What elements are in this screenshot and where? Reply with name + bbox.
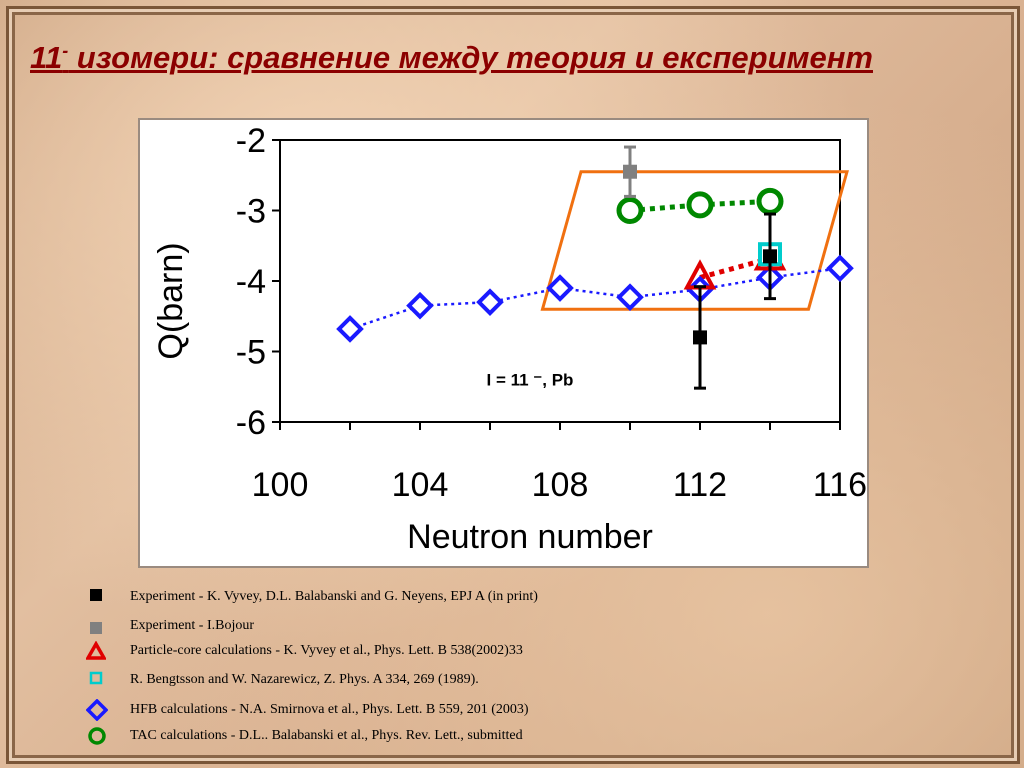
legend-label: Experiment - I.Bojour [130, 618, 255, 633]
y-tick-label: -4 [236, 263, 266, 301]
highlight-parallelogram [540, 170, 849, 311]
slide-frame [6, 6, 1020, 764]
chart-annotation: I = 11 ⁻, Pb [487, 370, 574, 389]
data-point-diamond [826, 254, 854, 283]
legend-label: R. Bengtsson and W. Nazarewicz, Z. Phys.… [130, 672, 479, 687]
legend-item-experiment-vyvey: Experiment - K. Vyvey, D.L. Balabanski a… [86, 586, 538, 608]
y-tick-label: -5 [236, 334, 266, 372]
data-point-circle [686, 191, 714, 219]
legend-label: HFB calculations - N.A. Smirnova et al.,… [130, 702, 529, 717]
data-point-diamond [406, 291, 434, 320]
y-tick-label: -2 [236, 122, 266, 160]
legend-item-experiment-bojour: Experiment - I.Bojour [86, 615, 254, 637]
data-point-filled-square [693, 330, 707, 345]
slide-title: 11- изомери: сравнение между теория и ек… [30, 40, 873, 76]
blue-diamond-marker-icon [86, 699, 116, 721]
legend-label: TAC calculations - D.L.. Balabanski et a… [130, 728, 523, 743]
legend-item-bengtsson: R. Bengtsson and W. Nazarewicz, Z. Phys.… [86, 669, 479, 691]
data-point-diamond [546, 274, 574, 302]
x-tick-label: 104 [392, 466, 449, 504]
x-tick-label: 100 [252, 466, 309, 504]
legend-item-tac: TAC calculations - D.L.. Balabanski et a… [86, 725, 523, 747]
legend-item-hfb: HFB calculations - N.A. Smirnova et al.,… [86, 699, 529, 721]
x-axis-label: Neutron number [407, 518, 653, 556]
x-tick-label: 112 [673, 466, 727, 504]
data-point-circle [616, 197, 644, 224]
green-circle-marker-icon [86, 726, 116, 746]
cyan-open-square-marker-icon [86, 670, 116, 690]
chart-panel: -2 -3 -4 -5 -6 100 104 108 112 116 Neutron number Q… [138, 118, 869, 568]
quadrupole-moment-chart: -2 -3 -4 -5 -6 100 104 108 112 116 Neutron number Q… [152, 122, 867, 556]
gray-square-marker-icon [86, 616, 116, 636]
title-main: 11 [30, 40, 63, 75]
legend-item-particle-core: Particle-core calculations - K. Vyvey et… [86, 640, 523, 662]
black-square-marker-icon [86, 587, 116, 607]
legend-label: Experiment - K. Vyvey, D.L. Balabanski a… [130, 589, 538, 604]
red-triangle-marker-icon [86, 641, 116, 661]
y-tick-label: -3 [236, 193, 266, 231]
data-point-circle [756, 187, 784, 215]
x-tick-label: 108 [532, 466, 589, 504]
data-point-filled-square [763, 249, 777, 264]
title-superscript: - [62, 40, 69, 61]
legend-label: Particle-core calculations - K. Vyvey et… [130, 643, 523, 658]
title-rest: изомери: сравнение между теория и експер… [68, 40, 873, 75]
x-tick-label: 116 [813, 466, 867, 504]
data-point-diamond [336, 315, 364, 343]
data-point-diamond [476, 288, 504, 316]
y-axis-label: Q(barn) [152, 242, 190, 359]
y-tick-label: -6 [236, 404, 266, 442]
data-point-filled-square [623, 164, 637, 179]
data-point-diamond [616, 283, 644, 312]
